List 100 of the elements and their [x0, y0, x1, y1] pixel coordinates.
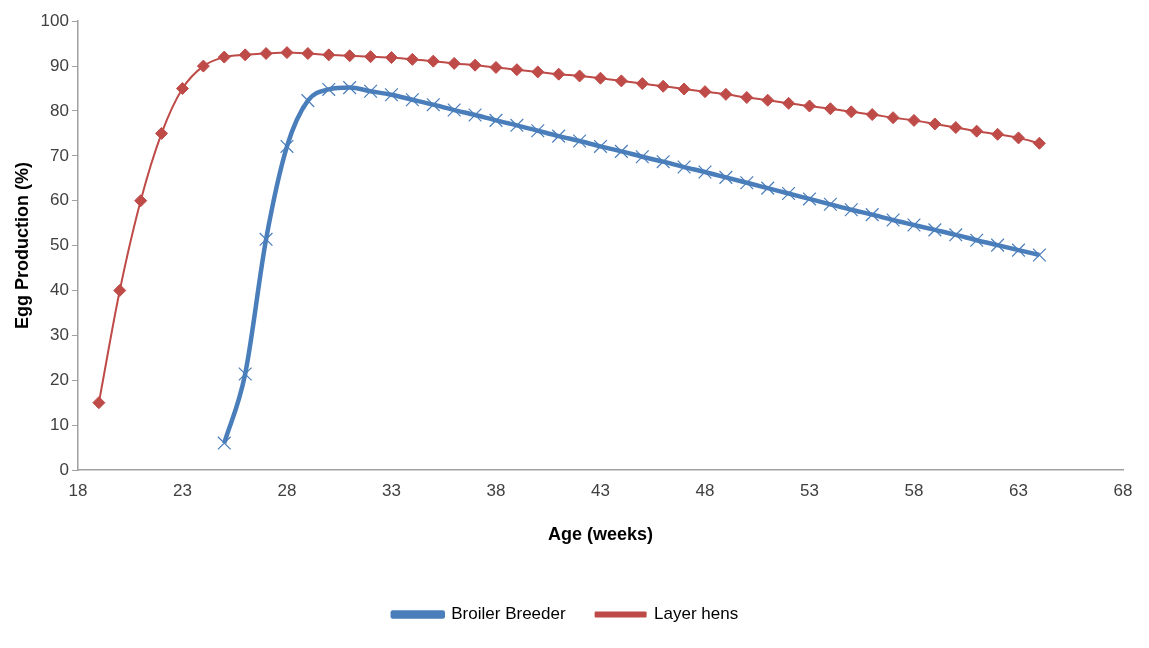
point: [886, 111, 900, 125]
point: [321, 82, 336, 97]
point: [635, 149, 650, 164]
point: [259, 47, 273, 61]
point: [196, 59, 210, 73]
point: [468, 108, 483, 122]
point: [844, 202, 859, 217]
x-tick-label: 43: [591, 480, 610, 500]
point: [468, 58, 482, 72]
point: [761, 93, 775, 107]
point: [530, 123, 545, 138]
point: [175, 82, 189, 96]
point: [280, 139, 294, 154]
x-tick-label: 18: [68, 480, 88, 500]
point: [739, 175, 754, 190]
point: [552, 67, 566, 81]
point: [907, 217, 921, 232]
point: [489, 60, 503, 74]
point: [363, 84, 378, 99]
point: [635, 77, 649, 91]
point: [426, 97, 441, 112]
point: [573, 69, 587, 83]
y-tick-label: 70: [50, 145, 69, 165]
point: [509, 118, 524, 133]
x-tick-label: 68: [1113, 480, 1133, 500]
y-tick-label: 0: [59, 459, 69, 479]
x-tick-label: 63: [1009, 480, 1028, 500]
point: [238, 48, 252, 62]
point: [551, 129, 566, 144]
point: [259, 232, 274, 247]
y-tick-label: 30: [50, 325, 69, 345]
y-tick-label: 50: [50, 235, 69, 255]
x-tick-label: 53: [800, 480, 819, 500]
point: [405, 92, 420, 107]
point: [823, 197, 838, 212]
point: [927, 222, 942, 237]
point: [447, 103, 462, 118]
x-tick-label: 23: [173, 480, 192, 500]
legend-label: Broiler Breeder: [451, 604, 566, 624]
point: [886, 213, 901, 227]
point: [698, 85, 712, 99]
point: [656, 154, 671, 169]
x-tick-label: 38: [486, 480, 506, 500]
y-tick-label: 100: [40, 10, 69, 30]
point: [614, 74, 628, 88]
point: [217, 50, 231, 64]
y-tick-label: 60: [50, 190, 69, 210]
point: [301, 47, 315, 61]
point: [844, 105, 858, 119]
point: [969, 233, 984, 248]
point: [342, 80, 357, 95]
point: [1032, 248, 1047, 262]
point: [322, 48, 336, 62]
point: [677, 160, 692, 175]
point: [928, 117, 942, 131]
point: [593, 139, 608, 154]
point: [782, 96, 796, 110]
x-tick-label: 48: [695, 480, 715, 500]
point: [113, 283, 127, 297]
point: [364, 50, 378, 64]
point: [405, 52, 419, 66]
point: [384, 51, 398, 65]
point: [614, 144, 629, 159]
legend-label: Layer hens: [654, 604, 739, 624]
point: [426, 54, 440, 68]
point: [677, 82, 691, 96]
point: [970, 124, 984, 138]
point: [92, 396, 106, 410]
point: [238, 366, 253, 381]
point: [991, 127, 1005, 141]
x-tick-label: 58: [904, 480, 924, 500]
point: [217, 436, 232, 451]
x-axis-title: Age (weeks): [547, 524, 654, 545]
point: [719, 87, 733, 101]
point: [781, 186, 796, 201]
point: [1032, 136, 1046, 150]
y-tick-label: 80: [50, 100, 69, 120]
point: [384, 87, 399, 102]
point: [698, 165, 712, 179]
x-tick-label: 28: [277, 480, 297, 500]
point: [447, 56, 461, 70]
point: [907, 113, 921, 127]
point: [343, 49, 357, 63]
y-tick-label: 90: [50, 55, 69, 75]
point: [948, 227, 963, 242]
point: [760, 181, 775, 196]
y-tick-label: 20: [50, 369, 69, 389]
point: [1011, 243, 1026, 258]
point: [718, 170, 733, 185]
point: [656, 79, 670, 93]
point: [280, 46, 294, 60]
point: [740, 91, 754, 104]
point: [593, 71, 607, 85]
point: [510, 63, 524, 77]
point: [1012, 131, 1025, 145]
point: [531, 65, 545, 79]
y-axis-title: Egg Production (%): [11, 162, 32, 330]
point: [802, 99, 816, 113]
y-tick-label: 10: [50, 414, 69, 434]
point: [155, 126, 169, 140]
